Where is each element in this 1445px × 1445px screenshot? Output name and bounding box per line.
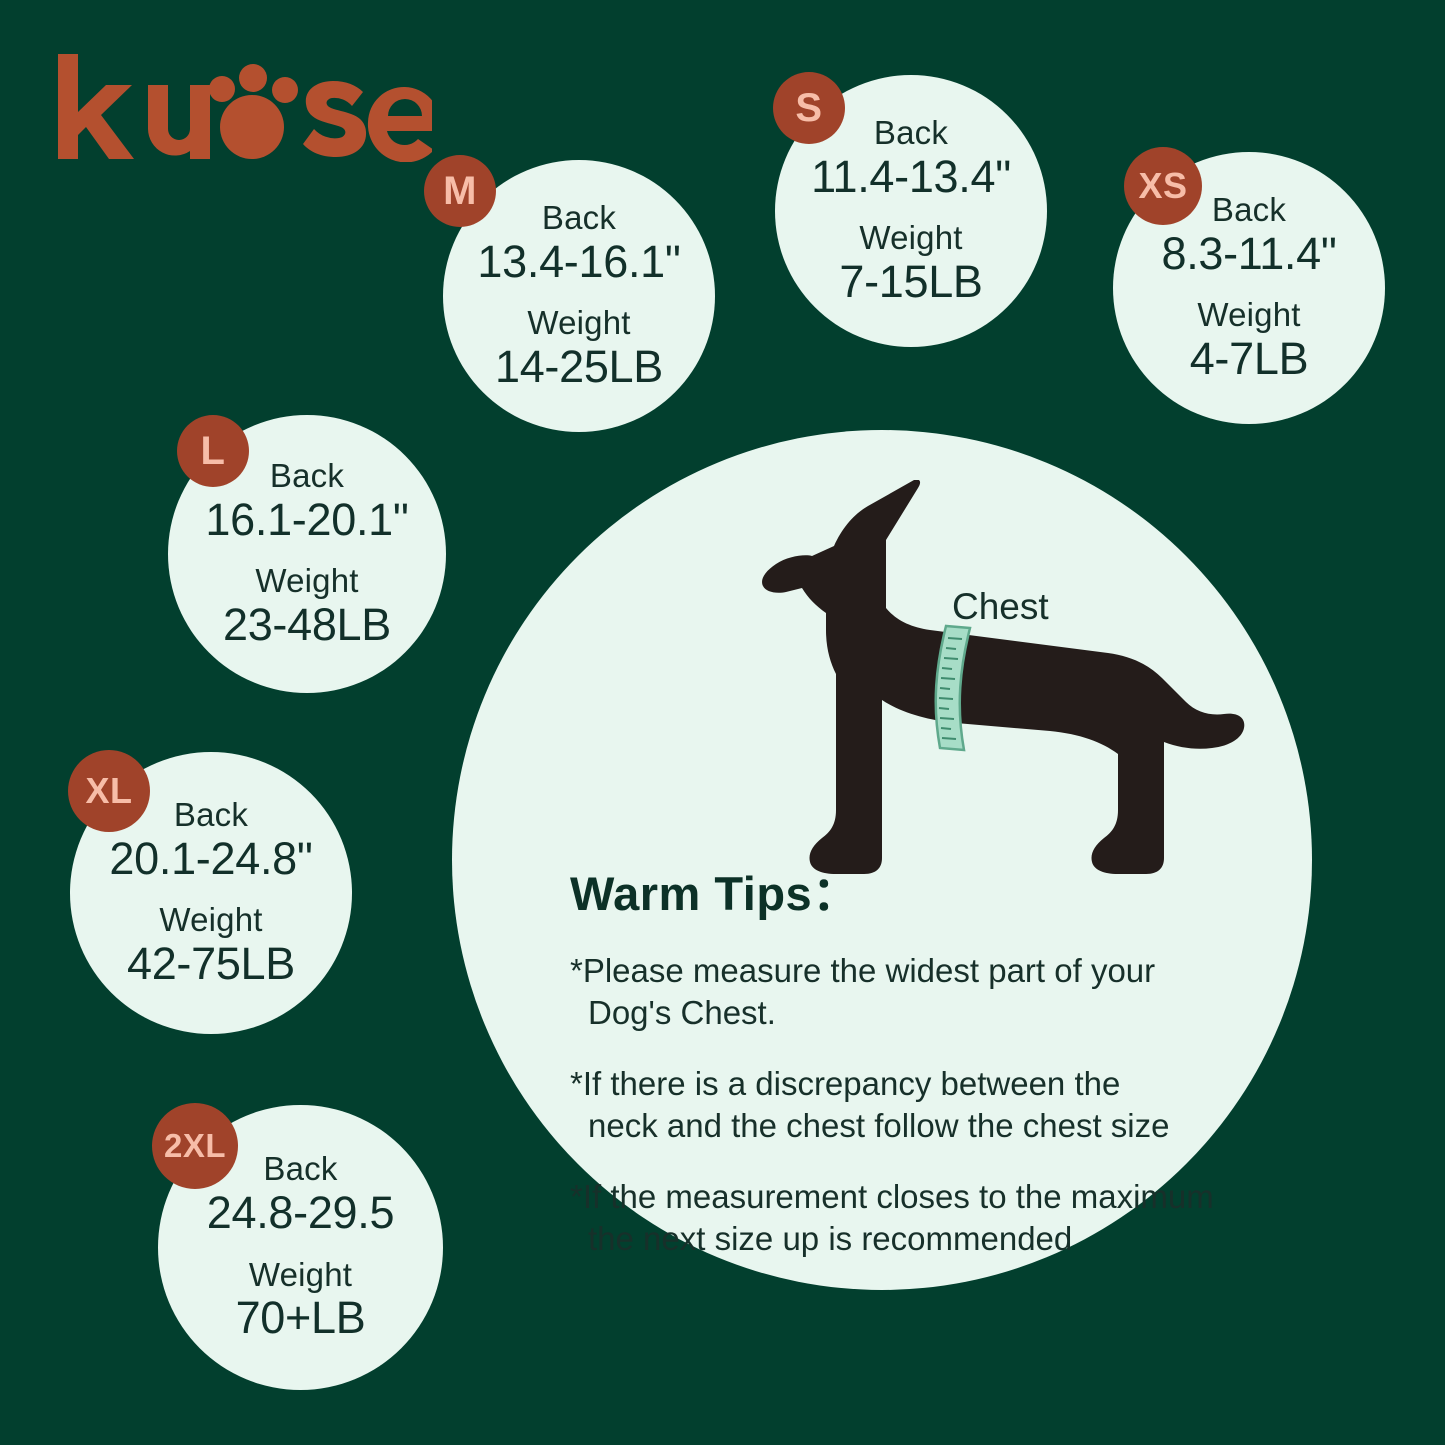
- weight-label: Weight: [859, 219, 963, 256]
- weight-value: 4-7LB: [1189, 332, 1309, 384]
- back-label: Back: [873, 113, 949, 151]
- size-badge-xs: XS: [1124, 147, 1202, 225]
- chest-label: Chest: [952, 586, 1049, 627]
- size-badge-m: M: [424, 155, 496, 227]
- paw-print-icon: [209, 64, 298, 159]
- weight-label: Weight: [255, 562, 359, 599]
- tip-line: *If there is a discrepancy between the: [570, 1065, 1121, 1103]
- tip-line: Dog's Chest.: [588, 993, 776, 1031]
- back-value: 11.4-13.4": [811, 150, 1011, 202]
- back-label: Back: [263, 1150, 338, 1188]
- weight-value: 14-25LB: [494, 340, 664, 392]
- back-label: Back: [173, 795, 249, 833]
- weight-value: 23-48LB: [222, 598, 392, 650]
- size-badge-s: S: [773, 72, 845, 144]
- back-value: 16.1-20.1": [205, 493, 409, 545]
- tip-item: *If there is a discrepancy between the n…: [570, 1063, 1290, 1146]
- brand-logo: [52, 52, 432, 162]
- back-label: Back: [269, 456, 345, 494]
- weight-value: 70+LB: [235, 1292, 366, 1344]
- measuring-tape-icon: [934, 624, 972, 752]
- back-value: 24.8-29.5: [206, 1187, 395, 1239]
- back-value: 8.3-11.4": [1161, 227, 1337, 279]
- weight-label: Weight: [248, 1255, 353, 1293]
- weight-label: Weight: [527, 304, 631, 341]
- size-bubble-l: Back 16.1-20.1" Weight 23-48LB: [168, 415, 446, 693]
- tip-line: *Please measure the widest part of your: [570, 952, 1156, 989]
- tip-line: *If the measurement closes to the maximu…: [570, 1178, 1214, 1216]
- back-value: 20.1-24.8": [109, 832, 313, 884]
- size-badge-2xl: 2XL: [152, 1103, 238, 1189]
- weight-value: 7-15LB: [839, 255, 983, 307]
- back-value: 13.4-16.1": [477, 235, 681, 287]
- tip-item: *If the measurement closes to the maximu…: [570, 1176, 1290, 1259]
- warm-tips-title: Warm Tips：: [570, 867, 860, 920]
- dog-silhouette-icon: [750, 480, 1260, 920]
- weight-value: 42-75LB: [126, 937, 296, 989]
- warm-tips-section: Warm Tips： *Please measure the widest pa…: [570, 855, 1290, 1289]
- size-badge-xl: XL: [68, 750, 150, 832]
- tip-line: neck and the chest follow the chest size: [588, 1106, 1170, 1144]
- tip-item: *Please measure the widest part of your …: [570, 950, 1290, 1033]
- tip-line: the next size up is recommended: [588, 1219, 1073, 1257]
- size-badge-l: L: [177, 415, 249, 487]
- weight-label: Weight: [159, 901, 263, 938]
- back-label: Back: [1211, 190, 1287, 228]
- kuoser-wordmark-icon: [58, 54, 432, 162]
- weight-label: Weight: [1197, 296, 1301, 333]
- back-label: Back: [541, 198, 617, 236]
